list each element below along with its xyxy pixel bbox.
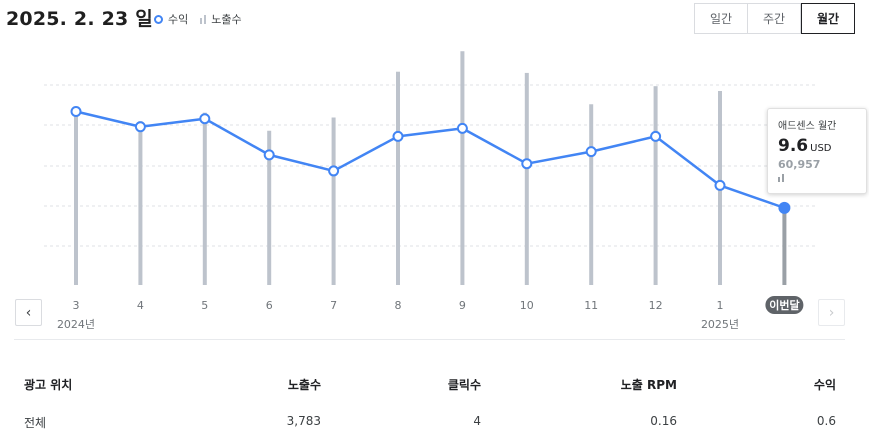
tooltip-impressions: 60,957 xyxy=(778,158,821,171)
impressions-bar xyxy=(589,104,594,285)
impressions-bar xyxy=(653,86,658,285)
table-row: 전체 3,783 4 0.16 0.6 xyxy=(0,404,869,434)
col-header-revenue[interactable]: 수익 xyxy=(813,378,836,392)
impressions-bar xyxy=(202,112,207,285)
impressions-bar xyxy=(138,121,143,286)
x-tick-label: 8 xyxy=(395,299,402,312)
x-tick-label: 6 xyxy=(266,299,273,312)
date-title: 2025. 2. 23 일 xyxy=(6,8,153,30)
tooltip-value: 9.6 USD xyxy=(778,136,856,156)
x-tick-label: 이번달 xyxy=(769,298,799,312)
prev-period-button[interactable]: ‹ xyxy=(15,299,42,326)
bar-series-icon xyxy=(200,14,207,24)
tab-daily[interactable]: 일간 xyxy=(695,4,748,33)
legend-revenue-label: 수익 xyxy=(168,13,189,26)
cell-impressions: 3,783 xyxy=(286,414,321,428)
revenue-point xyxy=(521,158,533,170)
chart-header: 2025. 2. 23 일 수익 노출수 일간 주간 월간 xyxy=(0,0,869,44)
revenue-point xyxy=(134,121,146,133)
col-header-clicks[interactable]: 클릭수 xyxy=(447,378,481,392)
x-tick-label: 10 xyxy=(520,299,534,312)
chevron-left-icon: ‹ xyxy=(25,304,32,321)
year-label: 2025년 xyxy=(701,318,739,331)
revenue-point xyxy=(650,130,662,142)
bar-series-icon xyxy=(778,174,856,182)
impressions-bar xyxy=(74,110,78,286)
impressions-bar xyxy=(396,71,400,285)
line-series-icon xyxy=(154,14,163,24)
tab-weekly[interactable]: 주간 xyxy=(748,4,801,33)
revenue-point xyxy=(328,165,340,177)
revenue-point xyxy=(714,179,726,191)
cell-clicks: 4 xyxy=(473,414,481,428)
tab-monthly[interactable]: 월간 xyxy=(801,3,855,34)
tooltip-unit: USD xyxy=(810,143,832,154)
col-header-placement[interactable]: 광고 위치 xyxy=(24,378,73,392)
x-tick-label: 11 xyxy=(584,299,598,312)
ad-placement-table: 광고 위치 노출수 클릭수 노출 RPM 수익 전체 3,783 4 0.16 … xyxy=(0,366,869,434)
revenue-point xyxy=(778,201,791,214)
legend-impressions[interactable]: 노출수 xyxy=(200,11,242,27)
table-header-row: 광고 위치 노출수 클릭수 노출 RPM 수익 xyxy=(0,366,869,404)
col-header-impressions[interactable]: 노출수 xyxy=(287,378,321,392)
impressions-bar xyxy=(524,72,529,285)
period-tabs: 일간 주간 월간 xyxy=(694,3,855,34)
revenue-point xyxy=(199,113,211,125)
revenue-point xyxy=(70,105,82,117)
tooltip-value-number: 9.6 xyxy=(778,136,809,156)
divider xyxy=(14,339,845,340)
revenue-line xyxy=(75,110,785,210)
revenue-point xyxy=(263,149,275,161)
chart-legend: 수익 노출수 xyxy=(154,11,254,27)
x-tick-label: 1 xyxy=(717,299,724,312)
x-tick-label: 7 xyxy=(330,299,337,312)
year-label: 2024년 xyxy=(57,318,95,331)
impressions-bar xyxy=(331,117,336,285)
revenue-impressions-chart: 3 4 5 6 7 8 9 10 11 12 1 이번달 2024년 2025년 xyxy=(44,51,815,331)
x-tick-label: 4 xyxy=(137,299,144,312)
cell-rpm: 0.16 xyxy=(650,414,677,428)
x-tick-label: 5 xyxy=(201,299,208,312)
x-tick-label: 12 xyxy=(649,299,663,312)
cell-placement: 전체 xyxy=(24,416,47,430)
legend-impressions-label: 노출수 xyxy=(211,13,242,26)
tooltip-title: 애드센스 월간 xyxy=(778,121,837,132)
chart-tooltip: 애드센스 월간 9.6 USD 60,957 xyxy=(767,108,867,194)
impressions-bar xyxy=(782,211,787,285)
col-header-rpm[interactable]: 노출 RPM xyxy=(620,378,677,392)
x-tick-label: 3 xyxy=(73,299,80,312)
revenue-point xyxy=(392,130,404,142)
current-month-pill xyxy=(765,296,804,314)
x-tick-label: 9 xyxy=(459,299,466,312)
legend-revenue[interactable]: 수익 xyxy=(154,11,188,27)
impressions-bar xyxy=(267,130,272,285)
next-period-button[interactable]: › xyxy=(818,299,845,326)
revenue-point xyxy=(585,146,597,158)
cell-revenue: 0.6 xyxy=(816,414,836,428)
impressions-bar xyxy=(460,51,465,286)
revenue-point xyxy=(456,122,468,134)
chevron-right-icon: › xyxy=(828,304,835,321)
